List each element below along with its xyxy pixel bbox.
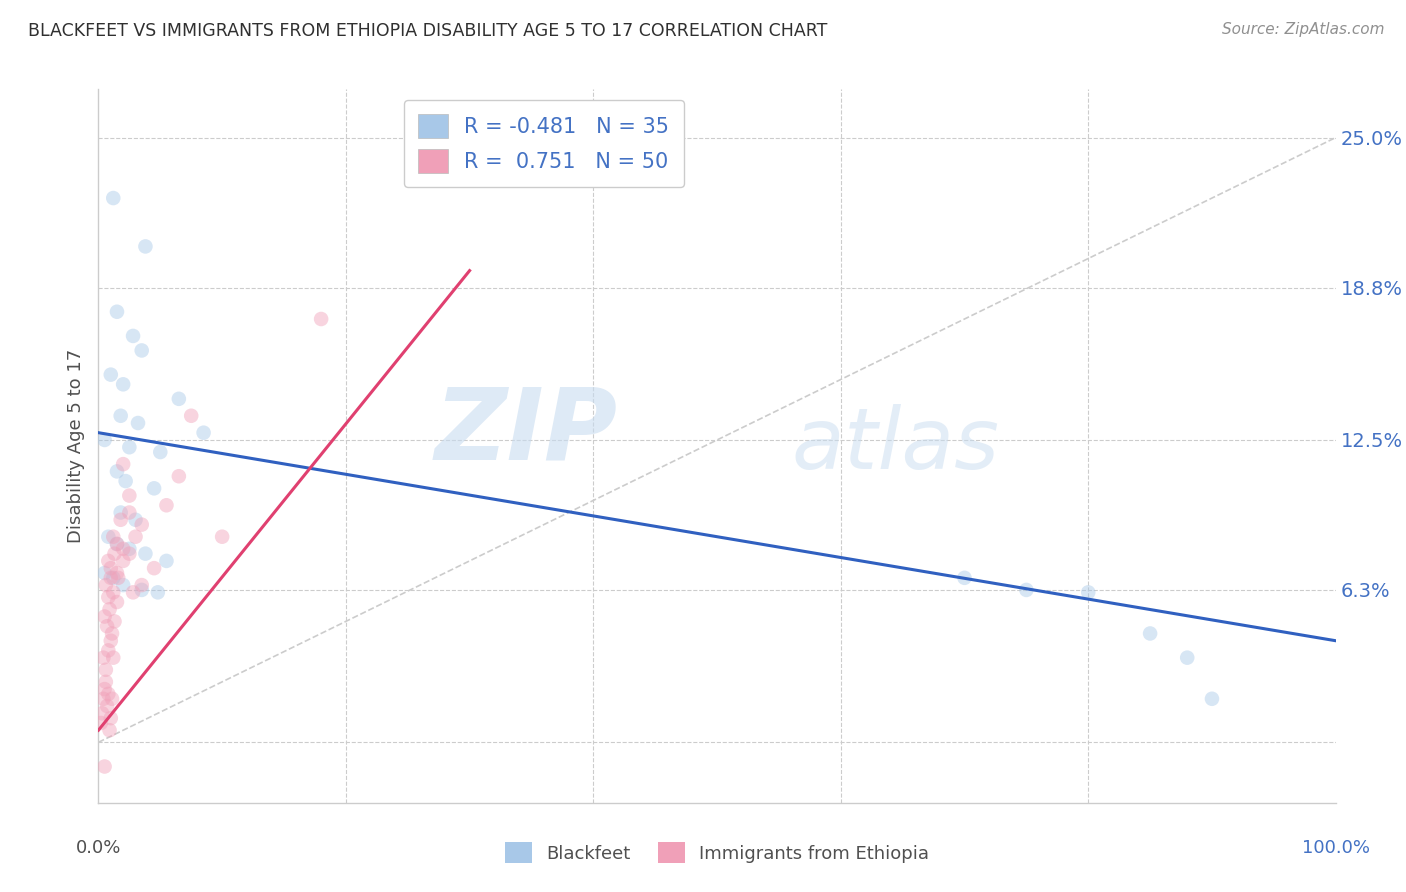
Point <box>105 595 128 609</box>
Point <box>96 699 118 714</box>
Text: 100.0%: 100.0% <box>1302 839 1369 857</box>
Point <box>131 343 153 358</box>
Point <box>94 663 117 677</box>
Point <box>110 513 132 527</box>
Point <box>122 329 145 343</box>
Point <box>1077 585 1099 599</box>
Point <box>101 691 124 706</box>
Point <box>118 506 141 520</box>
Point <box>167 392 190 406</box>
Point <box>97 530 120 544</box>
Point <box>93 566 115 580</box>
Point <box>105 566 128 580</box>
Point <box>97 554 120 568</box>
Y-axis label: Disability Age 5 to 17: Disability Age 5 to 17 <box>67 349 86 543</box>
Point <box>103 585 125 599</box>
Point <box>149 445 172 459</box>
Point <box>91 706 114 721</box>
Point <box>105 464 128 478</box>
Point <box>143 561 166 575</box>
Point <box>131 517 153 532</box>
Text: 0.0%: 0.0% <box>76 839 121 857</box>
Point <box>93 691 115 706</box>
Point <box>131 578 153 592</box>
Point <box>93 682 115 697</box>
Point <box>100 711 122 725</box>
Point <box>93 650 115 665</box>
Point <box>100 368 122 382</box>
Point <box>112 541 135 556</box>
Point <box>90 716 112 731</box>
Point <box>155 498 177 512</box>
Point <box>94 578 117 592</box>
Point <box>1201 691 1223 706</box>
Point <box>103 191 125 205</box>
Point <box>103 650 125 665</box>
Point <box>118 547 141 561</box>
Point <box>110 506 132 520</box>
Point <box>98 723 121 738</box>
Point <box>124 513 146 527</box>
Point <box>93 759 115 773</box>
Point <box>114 474 136 488</box>
Point <box>134 547 156 561</box>
Point <box>1175 650 1198 665</box>
Point <box>124 530 146 544</box>
Point <box>122 585 145 599</box>
Point <box>107 571 129 585</box>
Point <box>103 571 125 585</box>
Point <box>131 582 153 597</box>
Point <box>110 409 132 423</box>
Point <box>180 409 202 423</box>
Point <box>309 312 332 326</box>
Point <box>118 541 141 556</box>
Text: BLACKFEET VS IMMIGRANTS FROM ETHIOPIA DISABILITY AGE 5 TO 17 CORRELATION CHART: BLACKFEET VS IMMIGRANTS FROM ETHIOPIA DI… <box>28 22 828 40</box>
Point <box>146 585 169 599</box>
Point <box>105 304 128 318</box>
Point <box>112 578 135 592</box>
Point <box>155 554 177 568</box>
Point <box>1015 582 1038 597</box>
Point <box>105 537 128 551</box>
Point <box>93 433 115 447</box>
Point <box>211 530 233 544</box>
Point <box>112 554 135 568</box>
Point <box>1139 626 1161 640</box>
Point <box>118 440 141 454</box>
Point <box>101 626 124 640</box>
Point <box>143 481 166 495</box>
Point <box>118 489 141 503</box>
Point <box>103 547 125 561</box>
Point <box>98 602 121 616</box>
Text: ZIP: ZIP <box>434 384 619 480</box>
Point <box>97 687 120 701</box>
Point <box>103 530 125 544</box>
Point <box>112 457 135 471</box>
Point <box>103 615 125 629</box>
Legend: Blackfeet, Immigrants from Ethiopia: Blackfeet, Immigrants from Ethiopia <box>496 833 938 872</box>
Point <box>94 674 117 689</box>
Point <box>134 239 156 253</box>
Point <box>167 469 190 483</box>
Point <box>193 425 215 440</box>
Point <box>105 537 128 551</box>
Point <box>100 561 122 575</box>
Text: Source: ZipAtlas.com: Source: ZipAtlas.com <box>1222 22 1385 37</box>
Point <box>127 416 149 430</box>
Point <box>953 571 976 585</box>
Point <box>100 633 122 648</box>
Point <box>112 377 135 392</box>
Text: atlas: atlas <box>792 404 1000 488</box>
Point <box>96 619 118 633</box>
Point <box>97 643 120 657</box>
Point <box>97 590 120 604</box>
Point <box>100 571 122 585</box>
Point <box>93 609 115 624</box>
